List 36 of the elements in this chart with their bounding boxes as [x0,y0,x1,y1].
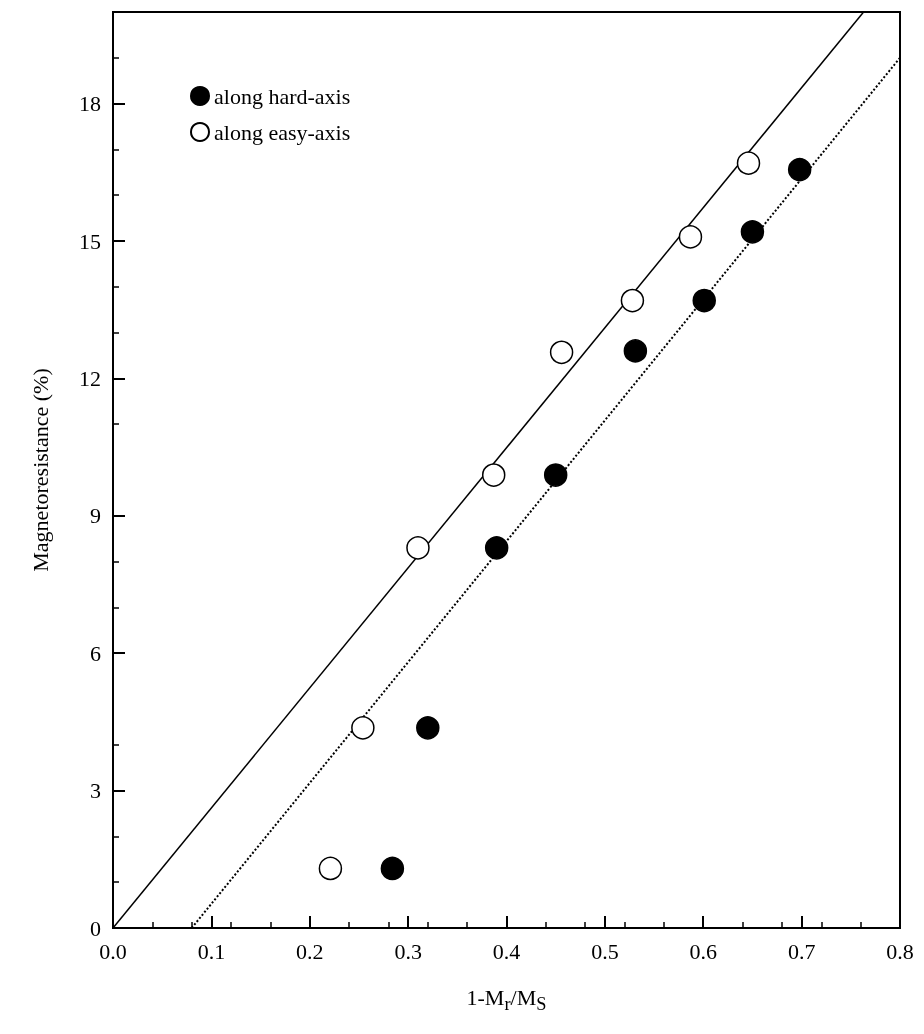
x-tick-label: 0.5 [591,938,619,964]
y-tick-label: 18 [79,91,101,117]
point [484,536,509,560]
point [692,288,716,313]
x-tick-label: 0.7 [787,938,816,964]
point [623,339,648,363]
point [351,716,375,740]
point [406,536,430,560]
y-tick-label: 3 [90,778,101,804]
y-tick-label: 12 [79,365,101,391]
point [736,151,761,175]
x-tick-label: 0.0 [99,938,127,964]
point [543,463,568,487]
x-tick-label: 0.1 [197,938,226,964]
x-tick-label: 0.2 [296,938,324,964]
x-axis-title: 1-M$_{r}$/M$_{S}$ [465,985,548,1016]
point [678,225,703,249]
point [620,288,645,313]
y-axis-title: Magnetoresistance (%) [27,368,53,572]
y-tick-label: 0 [90,915,101,941]
x-tick-label: 0.8 [886,938,914,964]
legend-label: along easy-axis [214,119,351,145]
legend-label: along hard-axis [214,83,351,109]
y-tick-label: 6 [90,640,101,666]
y-tick-label: 9 [90,503,101,529]
x-tick-label: 0.6 [689,938,717,964]
point [318,856,343,881]
x-tick-label: 0.3 [394,938,422,964]
point [481,463,506,487]
point [549,340,574,365]
point [416,716,440,740]
point [787,157,812,182]
point [380,856,405,881]
x-tick-label: 0.4 [492,938,521,964]
point [740,220,765,244]
y-tick-label: 15 [79,228,101,254]
